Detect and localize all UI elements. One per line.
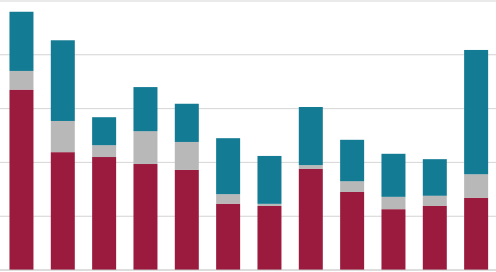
bar-segment xyxy=(464,174,489,198)
bar-segment xyxy=(298,106,323,166)
bar-segment xyxy=(174,141,199,170)
bar-segment xyxy=(464,49,489,175)
bar-segment xyxy=(133,131,158,165)
bar-segment xyxy=(92,117,117,146)
bar-segment xyxy=(133,87,158,132)
bar-segment xyxy=(9,70,34,90)
bar-segment xyxy=(216,203,241,270)
bar-segment xyxy=(216,138,241,195)
bar-segment xyxy=(174,103,199,142)
bar-segment xyxy=(381,153,406,197)
bar-segment xyxy=(340,191,365,270)
bar-segment xyxy=(422,159,447,196)
bar-segment xyxy=(257,205,282,270)
bar-segment xyxy=(340,181,365,192)
bar-segment xyxy=(216,194,241,204)
bar-segment xyxy=(340,139,365,182)
bar-segment xyxy=(50,120,75,153)
bar-segment xyxy=(257,155,282,204)
bar-segment xyxy=(9,11,34,71)
bar-segment xyxy=(422,205,447,270)
bar-segment xyxy=(422,195,447,206)
bar-segment xyxy=(464,197,489,270)
bar-segment xyxy=(50,40,75,121)
bar-segment xyxy=(298,168,323,270)
bar-segment xyxy=(9,89,34,271)
bar-segment xyxy=(381,209,406,270)
bar-segment xyxy=(92,157,117,270)
bar-segment xyxy=(257,203,282,206)
bar-segment xyxy=(381,196,406,210)
bar-segment xyxy=(133,164,158,270)
bar-segment xyxy=(92,145,117,158)
bar-segment xyxy=(174,169,199,270)
bar-segment xyxy=(298,165,323,169)
bar-segment xyxy=(50,152,75,270)
